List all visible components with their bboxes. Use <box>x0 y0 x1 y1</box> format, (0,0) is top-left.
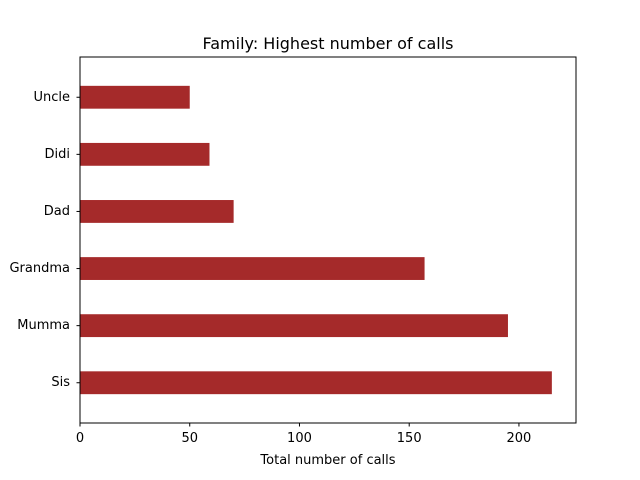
bar-didi <box>80 142 210 166</box>
x-tick-label-150: 150 <box>397 431 422 446</box>
y-tick-label-mumma: Mumma <box>17 318 70 333</box>
y-tick-label-uncle: Uncle <box>33 90 70 105</box>
x-axis: 0 50 100 150 200 <box>76 423 531 446</box>
y-axis: Sis Mumma Grandma Dad Didi Uncle <box>9 90 80 390</box>
x-tick-label-100: 100 <box>287 431 312 446</box>
bar-uncle <box>80 85 190 109</box>
x-tick-label-50: 50 <box>181 431 198 446</box>
y-tick-label-dad: Dad <box>44 204 70 219</box>
chart-title: Family: Highest number of calls <box>203 34 454 53</box>
bars-layer <box>80 85 552 395</box>
bar-mumma <box>80 314 508 338</box>
x-tick-label-200: 200 <box>507 431 532 446</box>
bar-grandma <box>80 257 425 280</box>
bar-dad <box>80 200 234 223</box>
y-tick-label-grandma: Grandma <box>9 261 70 276</box>
y-tick-label-sis: Sis <box>51 375 70 390</box>
y-tick-label-didi: Didi <box>45 147 71 162</box>
x-axis-label: Total number of calls <box>259 453 395 468</box>
bar-sis <box>80 371 552 395</box>
x-tick-label-0: 0 <box>76 431 84 446</box>
plot-area-frame <box>79 56 577 424</box>
